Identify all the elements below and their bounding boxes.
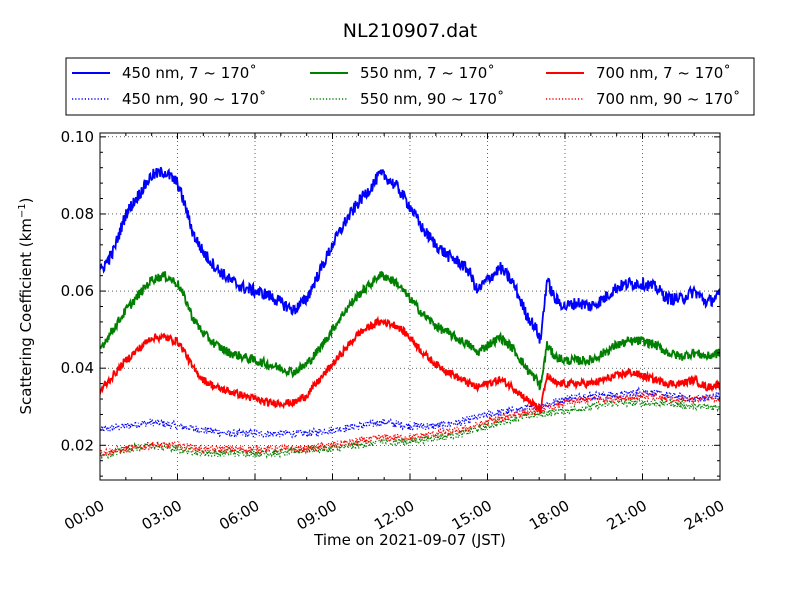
series-line: [100, 391, 720, 459]
y-axis-label-main: Scattering Coefficient (km: [17, 218, 35, 414]
series-layer: [100, 166, 720, 460]
chart-title: NL210907.dat: [343, 20, 478, 42]
x-tick-label: 18:00: [526, 497, 572, 534]
y-tick-label: 0.10: [61, 128, 94, 146]
x-tick-label: 03:00: [139, 497, 185, 534]
y-tick-label: 0.02: [61, 436, 94, 454]
x-tick-label: 09:00: [294, 497, 340, 534]
x-tick-label: 06:00: [216, 497, 262, 534]
y-axis-label-close: ): [17, 197, 35, 203]
legend: 450 nm, 7 ~ 170˚ 450 nm, 90 ~ 170˚ 550 nm,…: [65, 57, 755, 116]
legend-label: 550 nm, 90 ~ 170˚: [360, 90, 504, 108]
legend-label: 450 nm, 90 ~ 170˚: [122, 90, 266, 108]
x-axis-label: Time on 2021-09-07 (JST): [313, 531, 506, 549]
legend-label: 450 nm, 7 ~ 170˚: [122, 64, 257, 82]
series-line: [100, 396, 720, 460]
legend-label: 700 nm, 7 ~ 170˚: [596, 64, 731, 82]
series-line: [100, 166, 720, 344]
x-tick-label: 15:00: [449, 497, 495, 534]
x-tick-label: 21:00: [604, 497, 650, 534]
y-axis-label: Scattering Coefficient (km−1): [17, 197, 35, 414]
x-tick-label: 00:00: [61, 497, 107, 534]
legend-items: 450 nm, 7 ~ 170˚ 450 nm, 90 ~ 170˚ 550 nm,…: [72, 64, 740, 108]
x-tick-label: 24:00: [681, 497, 727, 534]
series-line: [100, 270, 720, 391]
plot-frame: [99, 132, 721, 481]
series-line: [100, 386, 720, 440]
legend-label: 700 nm, 90 ~ 170˚: [596, 90, 740, 108]
y-tick-label: 0.06: [61, 282, 94, 300]
y-tick-label: 0.04: [61, 359, 94, 377]
legend-box: [65, 57, 755, 116]
plot-area: [100, 133, 720, 480]
series-line: [100, 315, 720, 414]
legend-label: 550 nm, 7 ~ 170˚: [360, 64, 495, 82]
y-axis-label-sup: −1: [17, 203, 28, 218]
y-tick-label: 0.08: [61, 205, 94, 223]
x-tick-label: 12:00: [371, 497, 417, 534]
